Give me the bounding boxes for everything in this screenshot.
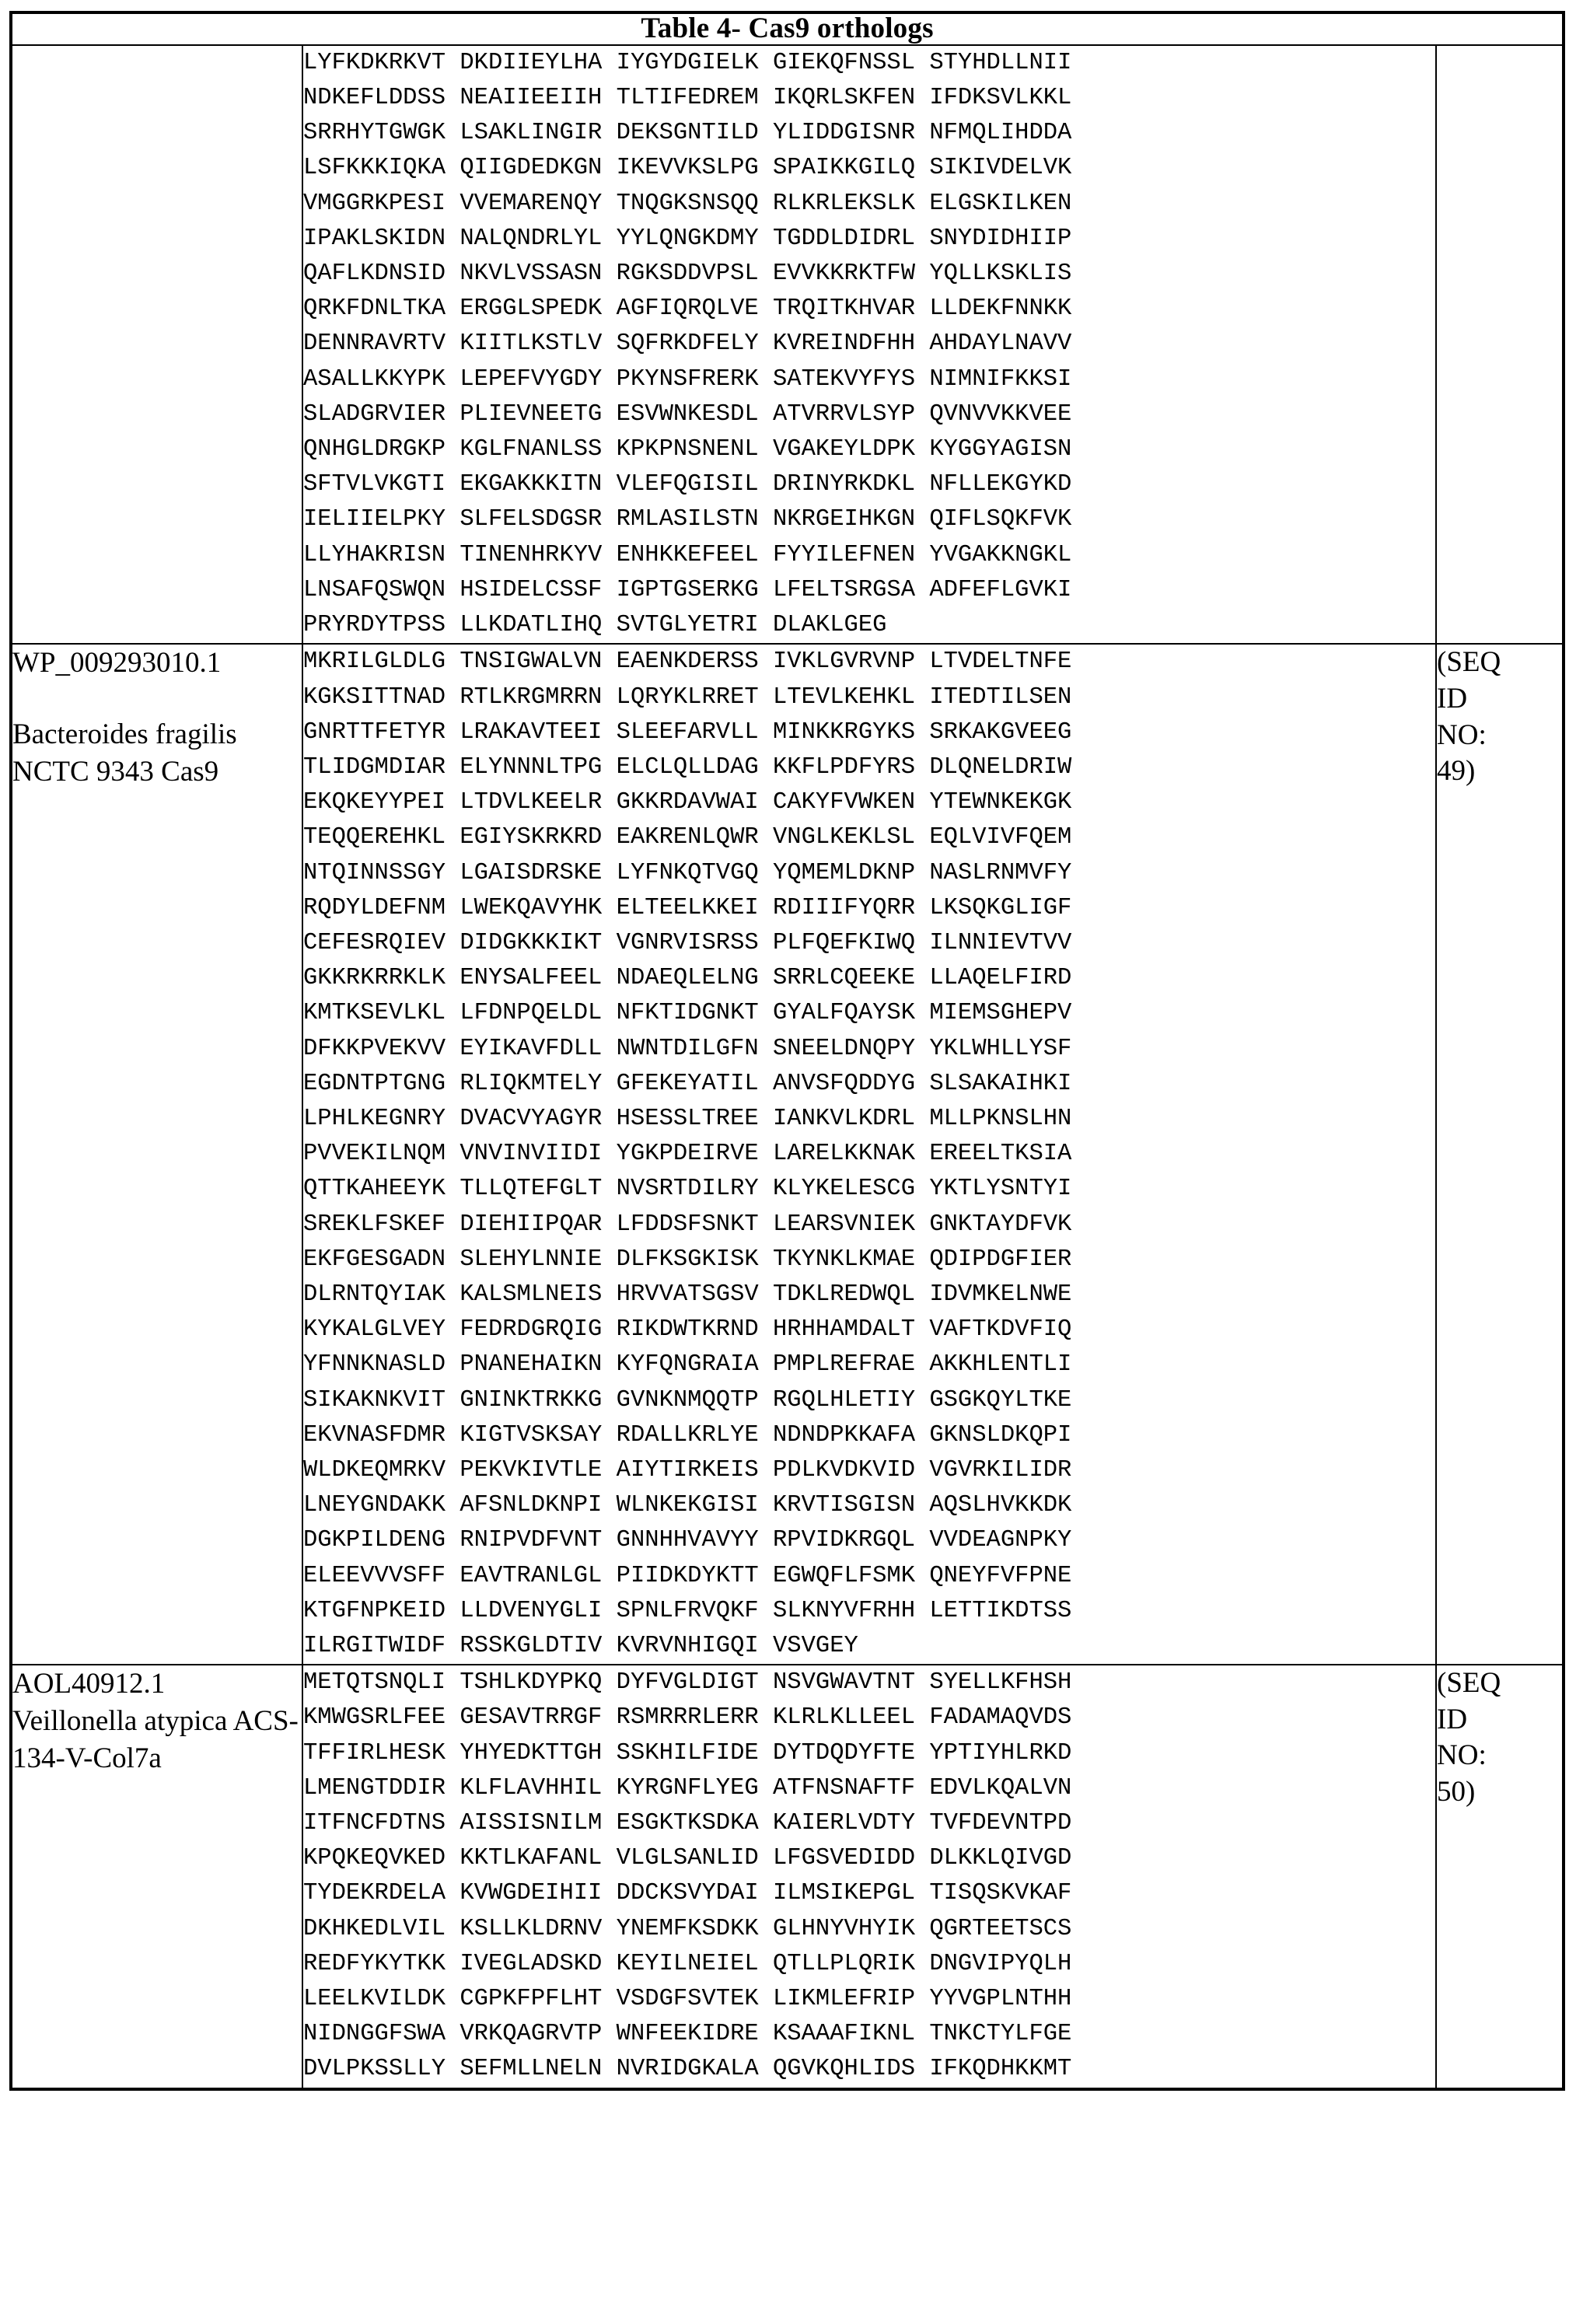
seq-id-cell bbox=[1436, 45, 1564, 644]
sequence-line: SLADGRVIER PLIEVNEETG ESVWNKESDL ATVRRVL… bbox=[303, 397, 1435, 432]
seq-id-cell: (SEQ ID NO: 49) bbox=[1436, 644, 1564, 1665]
sequence-line: TEQQEREHKL EGIYSKRKRD EAKRENLQWR VNGLKEK… bbox=[303, 820, 1435, 855]
organism-name: Bacteroides fragilis NCTC 9343 Cas9 bbox=[12, 716, 302, 791]
sequence-line: DVLPKSSLLY SEFMLLNELN NVRIDGKALA QGVKQHL… bbox=[303, 2052, 1435, 2087]
sequence-line: CEFESRQIEV DIDGKKKIKT VGNRVISRSS PLFQEFK… bbox=[303, 926, 1435, 961]
sequence-line: ITFNCFDTNS AISSISNILM ESGKTKSDKA KAIERLV… bbox=[303, 1806, 1435, 1841]
sequence-line: SFTVLVKGTI EKGAKKKITN VLEFQGISIL DRINYRK… bbox=[303, 467, 1435, 502]
table-title: Table 4- Cas9 orthologs bbox=[11, 12, 1564, 45]
sequence-line: TYDEKRDELA KVWGDEIHII DDCKSVYDAI ILMSIKE… bbox=[303, 1876, 1435, 1911]
sequence-line: VMGGRKPESI VVEMARENQY TNQGKSNSQQ RLKRLEK… bbox=[303, 187, 1435, 222]
sequence-line: QNHGLDRGKP KGLFNANLSS KPKPNSNENL VGAKEYL… bbox=[303, 432, 1435, 467]
ortholog-name-cell: AOL40912.1 Veillonella atypica ACS-134-V… bbox=[11, 1665, 302, 2088]
sequence-line: REDFYKYTKK IVEGLADSKD KEYILNEIEL QTLLPLQ… bbox=[303, 1947, 1435, 1982]
sequence-line: IPAKLSKIDN NALQNDRLYL YYLQNGKDMY TGDDLDI… bbox=[303, 222, 1435, 257]
table-header-row: Table 4- Cas9 orthologs bbox=[11, 12, 1564, 45]
seq-id-word: (SEQ bbox=[1437, 645, 1562, 681]
table-row: LYFKDKRKVT DKDIIEYLHA IYGYDGIELK GIEKQFN… bbox=[11, 45, 1564, 644]
sequence-line: KGKSITTNAD RTLKRGMRRN LQRYKLRRET LTEVLKE… bbox=[303, 680, 1435, 715]
sequence-line: RQDYLDEFNM LWEKQAVYHK ELTEELKKEI RDIIIFY… bbox=[303, 891, 1435, 926]
sequence-line: TFFIRLHESK YHYEDKTTGH SSKHILFIDE DYTDQDY… bbox=[303, 1736, 1435, 1771]
sequence-line: GNRTTFETYR LRAKAVTEEI SLEEFARVLL MINKKRG… bbox=[303, 715, 1435, 750]
seq-id-word: NO: bbox=[1437, 718, 1562, 754]
seq-id-word: 49) bbox=[1437, 753, 1562, 790]
sequence-line: ELEEVVVSFF EAVTRANLGL PIIDKDYKTT EGWQFLF… bbox=[303, 1559, 1435, 1594]
seq-id-word: 50) bbox=[1437, 1774, 1562, 1811]
sequence-line: DKHKEDLVIL KSLLKLDRNV YNEMFKSDKK GLHNYVH… bbox=[303, 1912, 1435, 1947]
sequence-line: NIDNGGFSWA VRKQAGRVTP WNFEEKIDRE KSAAAFI… bbox=[303, 2017, 1435, 2052]
sequence-line: LNEYGNDAKK AFSNLDKNPI WLNKEKGISI KRVTISG… bbox=[303, 1488, 1435, 1523]
sequence-cell: LYFKDKRKVT DKDIIEYLHA IYGYDGIELK GIEKQFN… bbox=[302, 45, 1436, 644]
document-page: Table 4- Cas9 orthologs LYFKDKRKVT DKDII… bbox=[0, 0, 1576, 2091]
sequence-line: DFKKPVEKVV EYIKAVFDLL NWNTDILGFN SNEELDN… bbox=[303, 1032, 1435, 1067]
sequence-line: EKQKEYYPEI LTDVLKEELR GKKRDAVWAI CAKYFVW… bbox=[303, 785, 1435, 820]
sequence-line: LPHLKEGNRY DVACVYAGYR HSESSLTREE IANKVLK… bbox=[303, 1102, 1435, 1137]
sequence-line: MKRILGLDLG TNSIGWALVN EAENKDERSS IVKLGVR… bbox=[303, 645, 1435, 680]
sequence-line: EGDNTPTGNG RLIQKMTELY GFEKEYATIL ANVSFQD… bbox=[303, 1067, 1435, 1102]
seq-id-word: (SEQ bbox=[1437, 1665, 1562, 1702]
sequence-line: KMTKSEVLKL LFDNPQELDL NFKTIDGNKT GYALFQA… bbox=[303, 996, 1435, 1031]
organism-name: Veillonella atypica ACS-134-V-Col7a bbox=[12, 1703, 302, 1777]
sequence-line: LNSAFQSWQN HSIDELCSSF IGPTGSERKG LFELTSR… bbox=[303, 573, 1435, 608]
sequence-cell: MKRILGLDLG TNSIGWALVN EAENKDERSS IVKLGVR… bbox=[302, 644, 1436, 1665]
sequence-line: ASALLKKYPK LEPEFVYGDY PKYNSFRERK SATEKVY… bbox=[303, 362, 1435, 397]
seq-id-word: ID bbox=[1437, 1702, 1562, 1739]
sequence-block-1: MKRILGLDLG TNSIGWALVN EAENKDERSS IVKLGVR… bbox=[303, 645, 1435, 1664]
sequence-line: LEELKVILDK CGPKFPFLHT VSDGFSVTEK LIKMLEF… bbox=[303, 1982, 1435, 2017]
sequence-line: KMWGSRLFEE GESAVTRRGF RSMRRRLERR KLRLKLL… bbox=[303, 1700, 1435, 1735]
sequence-line: EKVNASFDMR KIGTVSKSAY RDALLKRLYE NDNDPKK… bbox=[303, 1418, 1435, 1453]
sequence-line: KTGFNPKEID LLDVENYGLI SPNLFRVQKF SLKNYVF… bbox=[303, 1594, 1435, 1629]
sequence-line: KYKALGLVEY FEDRDGRQIG RIKDWTKRND HRHHAMD… bbox=[303, 1312, 1435, 1347]
sequence-line: WLDKEQMRKV PEKVKIVTLE AIYTIRKEIS PDLKVDK… bbox=[303, 1453, 1435, 1488]
sequence-line: GKKRKRRKLK ENYSALFEEL NDAEQLELNG SRRLCQE… bbox=[303, 961, 1435, 996]
sequence-line: QTTKAHEEYK TLLQTEFGLT NVSRTDILRY KLYKELE… bbox=[303, 1172, 1435, 1207]
sequence-line: DENNRAVRTV KIITLKSTLV SQFRKDFELY KVREIND… bbox=[303, 327, 1435, 362]
spacer bbox=[12, 682, 302, 716]
sequence-line: LLYHAKRISN TINENHRKYV ENHKKEFEEL FYYILEF… bbox=[303, 538, 1435, 573]
sequence-line: NDKEFLDDSS NEAIIEEIIH TLTIFEDREM IKQRLSK… bbox=[303, 81, 1435, 116]
seq-id-word: ID bbox=[1437, 681, 1562, 718]
sequence-line: KPQKEQVKED KKTLKAFANL VLGLSANLID LFGSVED… bbox=[303, 1841, 1435, 1876]
sequence-line: DLRNTQYIAK KALSMLNEIS HRVVATSGSV TDKLRED… bbox=[303, 1277, 1435, 1312]
sequence-line: NTQINNSSGY LGAISDRSKE LYFNKQTVGQ YQMEMLD… bbox=[303, 856, 1435, 891]
sequence-line: SREKLFSKEF DIEHIIPQAR LFDDSFSNKT LEARSVN… bbox=[303, 1207, 1435, 1242]
sequence-line: PRYRDYTPSS LLKDATLIHQ SVTGLYETRI DLAKLGE… bbox=[303, 608, 1435, 643]
sequence-line: METQTSNQLI TSHLKDYPKQ DYFVGLDIGT NSVGWAV… bbox=[303, 1665, 1435, 1700]
sequence-line: ILRGITWIDF RSSKGLDTIV KVRVNHIGQI VSVGEY bbox=[303, 1629, 1435, 1664]
ortholog-name-cell: WP_009293010.1 Bacteroides fragilis NCTC… bbox=[11, 644, 302, 1665]
cas9-orthologs-table: Table 4- Cas9 orthologs LYFKDKRKVT DKDII… bbox=[9, 11, 1565, 2091]
accession-number: WP_009293010.1 bbox=[12, 645, 302, 682]
sequence-line: IELIIELPKY SLFELSDGSR RMLASILSTN NKRGEIH… bbox=[303, 502, 1435, 537]
seq-id-cell: (SEQ ID NO: 50) bbox=[1436, 1665, 1564, 2088]
sequence-block-0: LYFKDKRKVT DKDIIEYLHA IYGYDGIELK GIEKQFN… bbox=[303, 46, 1435, 643]
sequence-line: YFNNKNASLD PNANEHAIKN KYFQNGRAIA PMPLREF… bbox=[303, 1347, 1435, 1382]
sequence-line: PVVEKILNQM VNVINVIIDI YGKPDEIRVE LARELKK… bbox=[303, 1137, 1435, 1172]
ortholog-name-cell bbox=[11, 45, 302, 644]
sequence-line: LMENGTDDIR KLFLAVHHIL KYRGNFLYEG ATFNSNA… bbox=[303, 1771, 1435, 1806]
table-row: AOL40912.1 Veillonella atypica ACS-134-V… bbox=[11, 1665, 1564, 2088]
sequence-line: QRKFDNLTKA ERGGLSPEDK AGFIQRQLVE TRQITKH… bbox=[303, 292, 1435, 327]
sequence-line: DGKPILDENG RNIPVDFVNT GNNHHVAVYY RPVIDKR… bbox=[303, 1523, 1435, 1558]
sequence-line: LSFKKKIQKA QIIGDEDKGN IKEVVKSLPG SPAIKKG… bbox=[303, 151, 1435, 186]
sequence-line: LYFKDKRKVT DKDIIEYLHA IYGYDGIELK GIEKQFN… bbox=[303, 46, 1435, 81]
sequence-line: QAFLKDNSID NKVLVSSASN RGKSDDVPSL EVVKKRK… bbox=[303, 257, 1435, 292]
accession-number: AOL40912.1 bbox=[12, 1665, 302, 1703]
sequence-line: TLIDGMDIAR ELYNNNLTPG ELCLQLLDAG KKFLPDF… bbox=[303, 750, 1435, 785]
seq-id-word: NO: bbox=[1437, 1738, 1562, 1774]
sequence-block-2: METQTSNQLI TSHLKDYPKQ DYFVGLDIGT NSVGWAV… bbox=[303, 1665, 1435, 2087]
sequence-cell: METQTSNQLI TSHLKDYPKQ DYFVGLDIGT NSVGWAV… bbox=[302, 1665, 1436, 2088]
sequence-line: EKFGESGADN SLEHYLNNIE DLFKSGKISK TKYNKLK… bbox=[303, 1242, 1435, 1277]
sequence-line: SRRHYTGWGK LSAKLINGIR DEKSGNTILD YLIDDGI… bbox=[303, 116, 1435, 151]
table-row: WP_009293010.1 Bacteroides fragilis NCTC… bbox=[11, 644, 1564, 1665]
sequence-line: SIKAKNKVIT GNINKTRKKG GVNKNMQQTP RGQLHLE… bbox=[303, 1383, 1435, 1418]
